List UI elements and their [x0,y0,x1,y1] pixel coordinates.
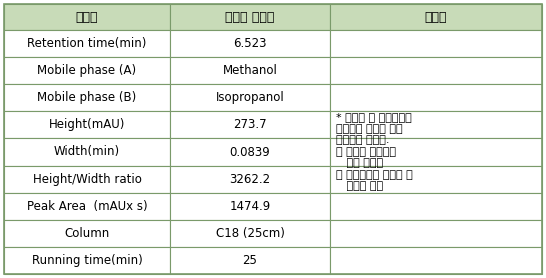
Bar [4,57,170,84]
Text: 개선점: 개선점 [425,11,447,24]
Bar [330,57,542,84]
Bar [330,166,542,193]
Text: C18 (25cm): C18 (25cm) [216,227,284,240]
Text: 개선점을 확보함.: 개선점을 확보함. [336,135,389,145]
Text: 수정하여 다음과 같은: 수정하여 다음과 같은 [336,124,402,134]
Text: Methanol: Methanol [223,64,277,77]
Bar [170,193,330,220]
Text: Width(min): Width(min) [54,145,120,158]
Bar [4,166,170,193]
Bar [330,30,542,57]
Bar [170,111,330,138]
Text: Retention time(min): Retention time(min) [27,37,147,50]
Bar [170,84,330,111]
Text: Mobile phase (A): Mobile phase (A) [38,64,136,77]
Text: 273.7: 273.7 [233,118,267,131]
Bar [4,30,170,57]
Bar [4,111,170,138]
Text: 3262.2: 3262.2 [229,173,271,186]
Text: 재현성 향상: 재현성 향상 [336,182,383,192]
Text: Peak Area  (mAUx s): Peak Area (mAUx s) [27,200,147,213]
Bar [170,138,330,166]
Text: － 분석방법의 안정화 및: － 분석방법의 안정화 및 [336,170,413,180]
Bar [4,84,170,111]
Bar [330,138,542,166]
Text: 확립된 분석법: 확립된 분석법 [225,11,275,24]
Bar [330,111,542,138]
Bar [170,247,330,274]
Text: 분석법: 분석법 [76,11,98,24]
Bar [170,220,330,247]
Bar [4,193,170,220]
Bar [4,4,170,30]
Text: Running time(min): Running time(min) [32,254,143,267]
Bar [170,4,330,30]
Text: 25: 25 [242,254,257,267]
Text: Isopropanol: Isopropanol [216,91,284,104]
Text: Mobile phase (B): Mobile phase (B) [37,91,136,104]
Text: 1474.9: 1474.9 [229,200,271,213]
Text: Height/Width ratio: Height/Width ratio [33,173,141,186]
Text: 0.0839: 0.0839 [230,145,270,158]
Bar [170,57,330,84]
Text: Height(mAU): Height(mAU) [49,118,125,131]
Bar [4,220,170,247]
Bar [330,193,542,220]
Bar [4,138,170,166]
Text: 6.523: 6.523 [233,37,267,50]
Text: Column: Column [64,227,110,240]
Text: * 이동상 및 분배조건을: * 이동상 및 분배조건을 [336,113,412,123]
Bar [330,4,542,30]
Text: 높은 회수율: 높은 회수율 [336,158,383,168]
Bar [330,247,542,274]
Bar [330,84,542,111]
Bar [170,166,330,193]
Bar [330,220,542,247]
Text: － 우수한 분리능과: － 우수한 분리능과 [336,147,396,157]
Bar [4,247,170,274]
Bar [170,30,330,57]
